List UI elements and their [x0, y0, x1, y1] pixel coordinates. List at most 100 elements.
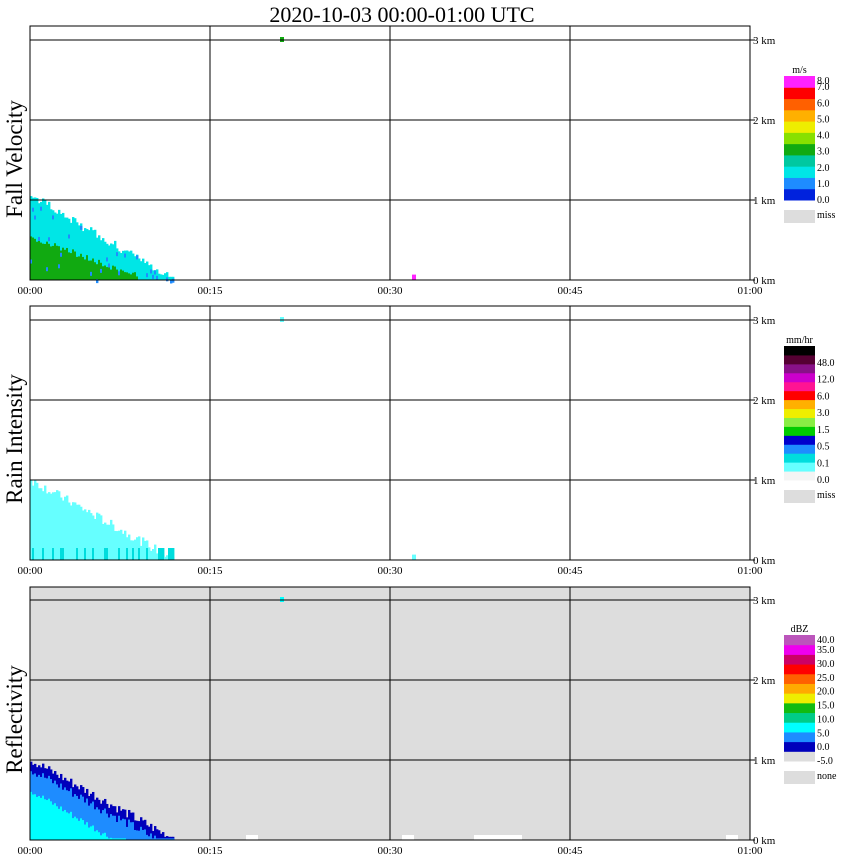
echo-cell: [114, 838, 117, 840]
colorbar-label: 0.0: [817, 195, 830, 206]
colorbar-unit: mm/hr: [786, 335, 813, 346]
colorbar-swatch: [784, 702, 815, 714]
echo-cell: [44, 199, 47, 280]
plot-frame: [29, 25, 751, 281]
echo-cell: [96, 807, 99, 840]
colorbar-label: -5.0: [817, 756, 833, 767]
echo-cell: [70, 811, 73, 840]
echo-cell: [110, 837, 113, 840]
echo-cell: [158, 548, 161, 560]
echo-cell: [246, 835, 258, 840]
colorbar-swatch: [784, 673, 815, 684]
echo-cell: [96, 512, 99, 560]
echo-cell: [118, 815, 121, 840]
echo-cell: [106, 813, 109, 840]
echo-cell: [48, 237, 51, 242]
echo-cell: [62, 212, 65, 280]
echo-cell: [74, 251, 77, 280]
echo-cell: [164, 838, 167, 840]
echo-cell: [124, 838, 127, 840]
echo-cell: [66, 812, 69, 840]
echo-cell: [144, 829, 147, 840]
echo-cell: [42, 491, 45, 560]
echo-cell: [86, 229, 89, 280]
echo-cell: [58, 264, 61, 269]
echo-layer: [30, 597, 738, 840]
echo-cell: [70, 505, 73, 560]
echo-cell: [92, 515, 95, 560]
colorbar-swatch: [784, 453, 815, 463]
echo-cell: [72, 249, 75, 280]
echo-cell: [46, 493, 49, 560]
echo-cell: [30, 259, 33, 264]
echo-cell: [136, 254, 139, 280]
echo-cell: [34, 215, 37, 220]
echo-cell: [108, 266, 111, 280]
y-axis-label: Reflectivity: [2, 665, 27, 774]
echo-cell: [136, 255, 139, 260]
echo-cell: [84, 509, 87, 560]
echo-cell: [40, 201, 43, 280]
echo-cell: [100, 835, 103, 840]
echo-cell: [106, 524, 109, 560]
echo-cell: [166, 277, 169, 282]
echo-cell: [32, 794, 35, 840]
colorbar-swatch: [784, 471, 815, 481]
echo-cell: [142, 258, 145, 280]
y-tick-label: 0 km: [753, 835, 776, 847]
colorbar-swatch: [784, 354, 815, 365]
echo-cell: [54, 492, 57, 560]
colorbar-swatch: [784, 143, 815, 156]
echo-cell: [60, 497, 63, 560]
echo-cell: [112, 265, 115, 280]
echo-cell: [104, 548, 107, 560]
colorbar-miss-label: none: [817, 771, 837, 782]
echo-cell: [92, 825, 95, 840]
echo-cell: [88, 230, 91, 280]
echo-cell: [122, 818, 125, 840]
echo-cell: [38, 236, 41, 241]
echo-cell: [142, 829, 145, 840]
echo-cell: [132, 822, 135, 840]
colorbar-unit: dBZ: [791, 624, 809, 635]
echo-cell: [84, 802, 87, 840]
echo-cell: [58, 808, 61, 840]
echo-cell: [134, 256, 137, 280]
echo-cell: [76, 504, 79, 560]
echo-cell: [64, 809, 67, 840]
echo-cell: [86, 512, 89, 560]
echo-cell: [94, 809, 97, 840]
colorbar-label: 8.0: [817, 76, 830, 87]
echo-cell: [96, 264, 99, 280]
echo-cell: [56, 490, 59, 560]
echo-cell: [124, 530, 127, 560]
grid: [30, 26, 750, 280]
echo-cell: [162, 838, 165, 840]
echo-cell: [108, 263, 111, 268]
echo-cell: [132, 548, 135, 560]
colorbar-unit: m/s: [792, 65, 807, 76]
colorbar-swatch: [784, 426, 815, 436]
echo-cell: [74, 502, 77, 560]
colorbar-swatch: [784, 166, 815, 178]
echo-cell: [118, 271, 121, 276]
echo-cell: [38, 796, 41, 840]
echo-cell: [162, 832, 165, 840]
echo-cell: [82, 231, 85, 280]
colorbar-label: 4.0: [817, 131, 830, 142]
x-tick-label: 01:00: [737, 285, 763, 297]
echo-cell: [52, 492, 55, 560]
echo-cell: [106, 257, 109, 262]
echo-cell: [166, 555, 169, 560]
echo-cell: [70, 253, 73, 280]
x-tick-label: 00:30: [377, 565, 403, 577]
echo-cell: [138, 258, 141, 280]
echo-cell: [104, 808, 107, 840]
echo-cell: [52, 804, 55, 840]
echo-cell: [76, 818, 79, 840]
echo-cell: [78, 798, 81, 840]
y-tick-label: 3 km: [753, 315, 776, 327]
echo-cell: [110, 519, 113, 560]
echo-cell: [150, 269, 153, 274]
echo-cell: [116, 838, 119, 840]
